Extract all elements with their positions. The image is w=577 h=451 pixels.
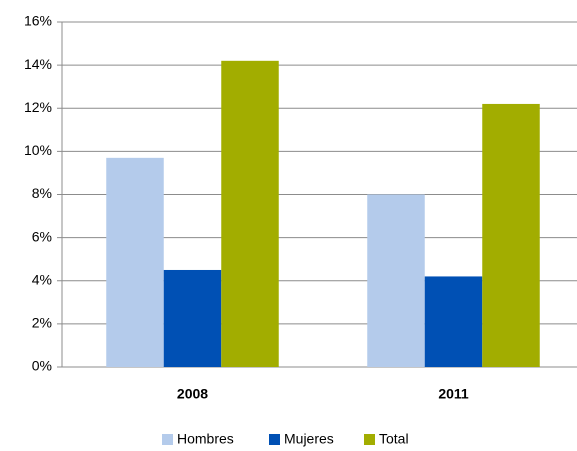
legend-label: Mujeres bbox=[284, 431, 334, 447]
bar bbox=[163, 269, 222, 367]
bar bbox=[367, 194, 425, 367]
y-tick-label: 14% bbox=[24, 56, 52, 72]
y-tick-label: 10% bbox=[24, 142, 52, 158]
legend-label: Total bbox=[379, 431, 409, 447]
x-tick-label: 2011 bbox=[438, 386, 469, 402]
x-tick-label: 2008 bbox=[177, 386, 208, 402]
bar bbox=[424, 276, 483, 367]
legend-swatch bbox=[364, 434, 375, 445]
y-tick-label: 6% bbox=[32, 228, 52, 244]
bar bbox=[221, 60, 279, 367]
bar bbox=[482, 103, 540, 367]
legend-swatch bbox=[162, 434, 173, 445]
legend-label: Hombres bbox=[177, 431, 234, 447]
y-tick-label: 4% bbox=[32, 271, 52, 287]
y-tick-label: 2% bbox=[32, 315, 52, 331]
y-tick-label: 16% bbox=[24, 13, 52, 29]
bar bbox=[106, 157, 164, 367]
y-tick-label: 0% bbox=[32, 358, 52, 374]
legend-swatch bbox=[269, 434, 280, 445]
y-tick-label: 12% bbox=[24, 99, 52, 115]
y-tick-label: 8% bbox=[32, 185, 52, 201]
